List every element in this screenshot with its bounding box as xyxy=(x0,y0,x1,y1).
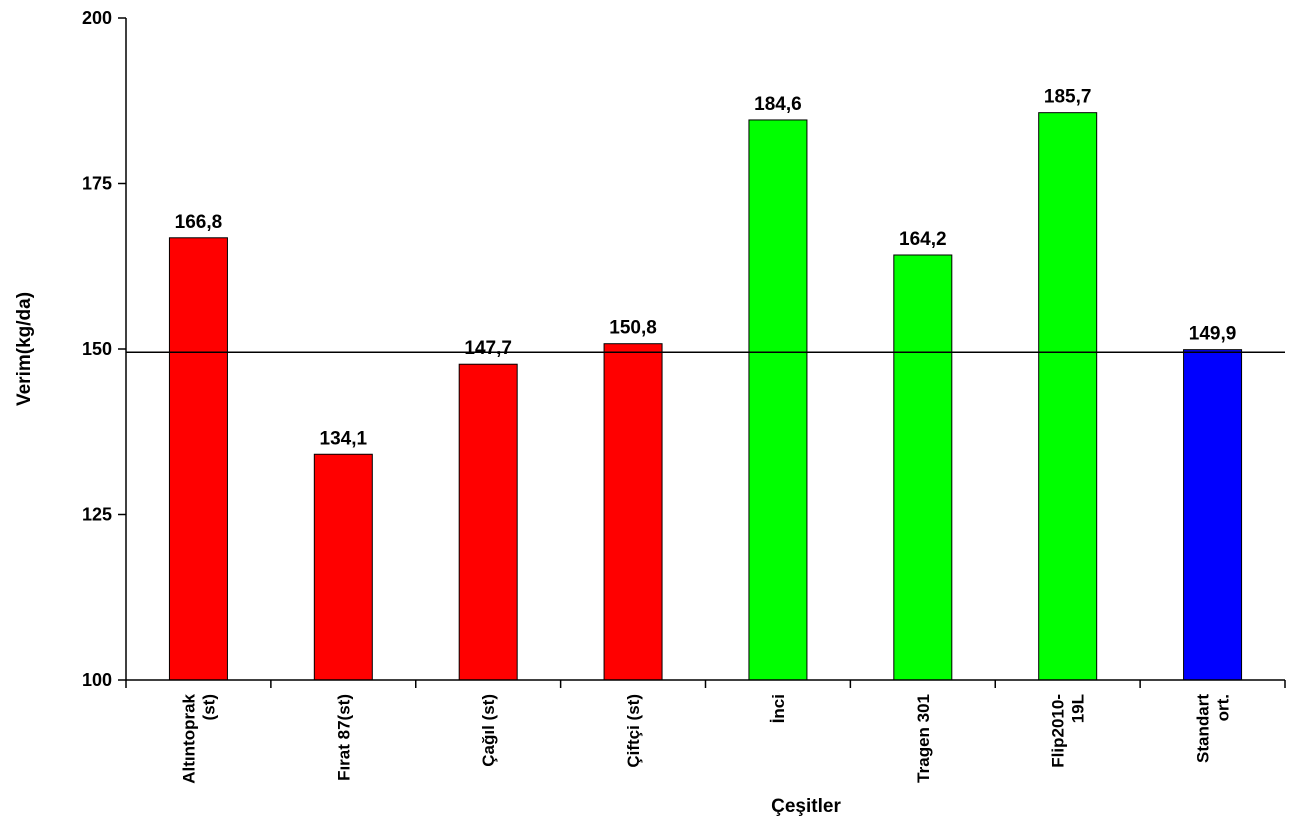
bar xyxy=(603,343,663,681)
category-label-line: Çağıl (st) xyxy=(479,694,498,767)
category-label-line: Standart xyxy=(1194,694,1213,763)
category-label-line: Altıntoprak xyxy=(179,693,198,783)
category-label-line: (st) xyxy=(199,694,218,720)
y-tick-label: 100 xyxy=(82,670,112,690)
bar xyxy=(168,237,228,681)
y-tick-label: 200 xyxy=(82,8,112,28)
labels-layer: 100 125 150 175 200 166,8 Altıntoprak(st) 134,1… xyxy=(82,8,1286,784)
category-label: Altıntoprak(st) xyxy=(179,693,218,783)
x-axis-title: Çeşitler xyxy=(771,796,841,817)
y-tick-label: 175 xyxy=(82,174,112,194)
value-label: 164,2 xyxy=(899,229,947,250)
bar xyxy=(313,453,373,681)
value-label: 185,7 xyxy=(1044,87,1092,108)
category-label-line: Çiftçi (st) xyxy=(624,694,643,768)
category-label-line: 19L xyxy=(1069,694,1088,723)
bars-layer xyxy=(168,112,1243,681)
category-label: Standartort. xyxy=(1194,694,1233,763)
category-label-line: Tragen 301 xyxy=(914,694,933,783)
y-tick-label: 150 xyxy=(82,339,112,359)
bar xyxy=(1183,349,1243,681)
category-label: Tragen 301 xyxy=(914,694,933,783)
category-label: Flip2010-19L xyxy=(1049,694,1088,768)
axes-layer xyxy=(125,18,1285,681)
bar xyxy=(893,254,953,681)
category-label: Çiftçi (st) xyxy=(624,694,643,768)
y-tick-label: 125 xyxy=(82,505,112,525)
category-label: Çağıl (st) xyxy=(479,694,498,767)
category-label-line: İnci xyxy=(769,694,788,723)
bar xyxy=(458,363,518,681)
value-label: 149,9 xyxy=(1189,324,1237,345)
category-label-line: Fırat 87(st) xyxy=(334,694,353,781)
category-label-line: Flip2010- xyxy=(1049,694,1068,768)
bar xyxy=(1038,112,1098,681)
value-label: 150,8 xyxy=(609,318,657,339)
category-label: Fırat 87(st) xyxy=(334,694,353,781)
y-axis-title: Verim(kg/da) xyxy=(14,292,35,406)
value-label: 184,6 xyxy=(754,94,802,115)
value-label: 147,7 xyxy=(464,338,512,359)
category-label-line: ort. xyxy=(1214,694,1233,721)
bar xyxy=(748,119,808,681)
value-label: 134,1 xyxy=(320,428,368,449)
value-label: 166,8 xyxy=(175,212,223,233)
category-label: İnci xyxy=(769,694,788,723)
